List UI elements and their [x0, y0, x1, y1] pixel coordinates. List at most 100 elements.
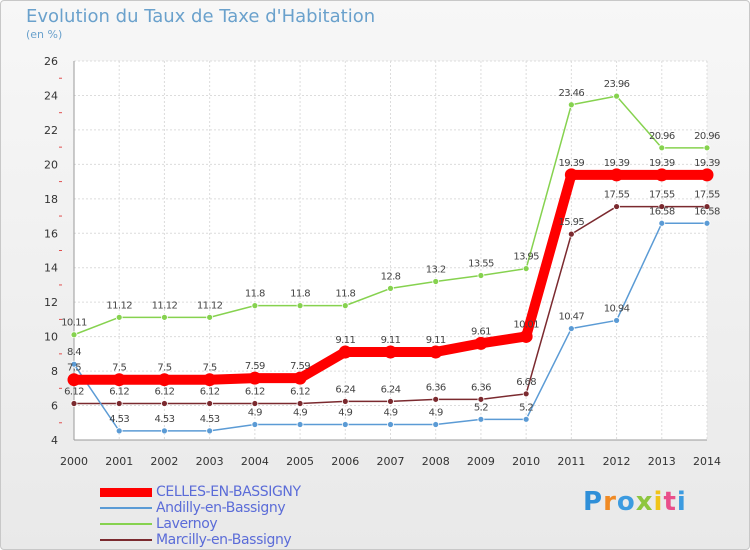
logo-letter: r	[603, 487, 617, 517]
x-tick-label: 2003	[196, 455, 224, 468]
x-tick-label: 2013	[648, 455, 676, 468]
data-label-lavernoy: 11.8	[335, 289, 355, 300]
data-point-marcilly-en-bassigny	[703, 203, 711, 210]
data-point-celles-en-bassigny	[157, 373, 171, 387]
data-label-celles-en-bassigny: 19.39	[559, 158, 585, 169]
data-label-celles-en-bassigny: 9.11	[426, 335, 446, 346]
data-point-celles-en-bassigny	[429, 345, 443, 359]
data-point-andilly-en-bassigny	[613, 317, 620, 324]
data-point-marcilly-en-bassigny	[658, 203, 666, 210]
y-tick-label: 10	[44, 331, 58, 344]
legend-swatch-marcilly	[100, 539, 152, 541]
data-point-celles-en-bassigny	[338, 345, 352, 359]
data-label-lavernoy: 13.2	[426, 265, 446, 276]
data-point-andilly-en-bassigny	[477, 415, 485, 423]
legend-label-lavernoy: Lavernoy	[156, 516, 218, 532]
data-point-marcilly-en-bassigny	[387, 398, 394, 405]
data-point-lavernoy	[567, 101, 575, 109]
x-tick-label: 2001	[105, 455, 133, 468]
logo-letter: t	[663, 487, 677, 517]
data-point-marcilly-en-bassigny	[115, 400, 123, 407]
data-point-andilly-en-bassigny	[567, 325, 575, 332]
x-tick-label: 2006	[331, 455, 359, 468]
data-point-andilly-en-bassigny	[70, 360, 78, 368]
x-tick-label: 2011	[557, 455, 585, 468]
data-label-celles-en-bassigny: 19.39	[694, 158, 720, 169]
data-label-marcilly-en-bassigny: 6.68	[516, 377, 536, 388]
line-chart: 4 6 8 10 12 14 16 18 20 22 24 26 2000 2001 2002 2003 200…	[44, 55, 721, 468]
data-point-marcilly-en-bassigny	[251, 400, 259, 407]
y-tick-label: 16	[44, 227, 58, 240]
data-point-celles-en-bassigny	[248, 371, 262, 385]
data-point-lavernoy	[613, 92, 620, 100]
x-tick-label: 2004	[241, 455, 269, 468]
data-point-celles-en-bassigny	[293, 371, 307, 385]
data-point-celles-en-bassigny	[564, 168, 578, 182]
data-point-celles-en-bassigny	[384, 345, 397, 359]
data-label-andilly-en-bassigny: 4.53	[154, 414, 174, 425]
data-label-celles-en-bassigny: 7.59	[290, 361, 310, 372]
data-label-lavernoy: 23.96	[604, 79, 630, 90]
logo-letter: i	[653, 487, 664, 517]
data-label-andilly-en-bassigny: 5.2	[519, 402, 533, 413]
data-label-marcilly-en-bassigny: 6.12	[245, 386, 265, 397]
data-point-lavernoy	[161, 313, 168, 321]
data-point-marcilly-en-bassigny	[296, 400, 304, 407]
data-label-marcilly-en-bassigny: 17.55	[694, 190, 720, 201]
data-label-marcilly-en-bassigny: 6.24	[335, 384, 355, 395]
data-label-celles-en-bassigny: 7.5	[67, 363, 81, 374]
x-tick-label: 2010	[512, 455, 540, 468]
y-tick-label: 22	[44, 124, 58, 137]
data-point-marcilly-en-bassigny	[161, 400, 168, 407]
data-point-andilly-en-bassigny	[522, 415, 530, 423]
data-label-celles-en-bassigny: 19.39	[604, 158, 630, 169]
data-point-lavernoy	[387, 284, 394, 292]
data-point-andilly-en-bassigny	[341, 421, 349, 428]
data-point-lavernoy	[206, 313, 214, 321]
data-label-lavernoy: 11.8	[290, 289, 310, 300]
data-label-celles-en-bassigny: 9.11	[381, 335, 401, 346]
data-label-andilly-en-bassigny: 4.9	[248, 407, 262, 418]
data-point-marcilly-en-bassigny	[432, 395, 440, 403]
x-tick-label: 2007	[377, 455, 405, 468]
data-point-celles-en-bassigny	[610, 168, 624, 182]
data-point-celles-en-bassigny	[203, 373, 217, 387]
data-label-lavernoy: 13.55	[468, 258, 494, 269]
data-point-marcilly-en-bassigny	[206, 400, 214, 407]
x-tick-label: 2009	[467, 455, 495, 468]
data-label-celles-en-bassigny: 9.61	[471, 326, 491, 337]
data-point-celles-en-bassigny	[67, 373, 81, 387]
legend-item-celles: CELLES-EN-BASSIGNY	[100, 484, 340, 500]
legend-item-marcilly: Marcilly-en-Bassigny	[100, 532, 340, 548]
data-label-marcilly-en-bassigny: 17.55	[649, 190, 675, 201]
data-point-marcilly-en-bassigny	[70, 400, 78, 407]
data-label-lavernoy: 12.8	[381, 271, 401, 282]
data-point-andilly-en-bassigny	[658, 219, 666, 227]
data-point-andilly-en-bassigny	[296, 421, 304, 428]
data-label-lavernoy: 13.95	[513, 252, 539, 263]
data-point-celles-en-bassigny	[474, 336, 488, 350]
data-label-celles-en-bassigny: 19.39	[649, 158, 675, 169]
data-label-marcilly-en-bassigny: 6.12	[290, 386, 310, 397]
data-label-celles-en-bassigny: 7.5	[157, 363, 171, 374]
legend-label-marcilly: Marcilly-en-Bassigny	[156, 532, 292, 548]
y-tick-label: 4	[51, 434, 58, 447]
data-point-celles-en-bassigny	[700, 168, 714, 182]
x-tick-label: 2014	[693, 455, 721, 468]
data-point-marcilly-en-bassigny	[522, 390, 530, 398]
data-label-andilly-en-bassigny: 4.53	[200, 414, 220, 425]
data-point-lavernoy	[341, 302, 349, 310]
data-point-lavernoy	[70, 331, 78, 339]
data-point-lavernoy	[477, 272, 485, 279]
data-label-celles-en-bassigny: 7.59	[245, 361, 265, 372]
x-tick-label: 2005	[286, 455, 314, 468]
data-label-lavernoy: 11.12	[152, 300, 178, 311]
y-tick-label: 6	[51, 400, 58, 413]
legend: CELLES-EN-BASSIGNY Andilly-en-Bassigny L…	[100, 484, 340, 548]
data-label-andilly-en-bassigny: 4.9	[338, 407, 352, 418]
unit-label: (en %)	[26, 28, 63, 41]
data-label-marcilly-en-bassigny: 6.12	[64, 386, 84, 397]
logo-letter: x	[635, 487, 654, 517]
data-point-lavernoy	[522, 265, 530, 272]
legend-label-celles: CELLES-EN-BASSIGNY	[156, 484, 301, 500]
